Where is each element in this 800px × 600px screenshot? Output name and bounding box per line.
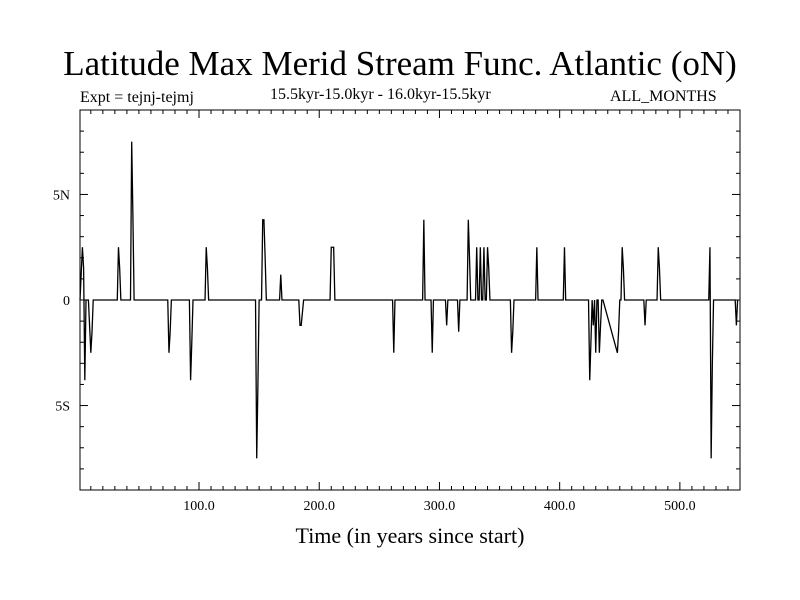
- chart-subtitle: 15.5kyr-15.0kyr - 16.0kyr-15.5kyr: [270, 86, 491, 103]
- x-tick-label: 300.0: [424, 499, 456, 514]
- chart-title: Latitude Max Merid Stream Func. Atlantic…: [63, 44, 737, 83]
- x-tick-label: 100.0: [183, 499, 215, 514]
- series-group: [79, 141, 739, 459]
- y-tick-label: 0: [63, 294, 70, 309]
- y-tick-label: 5N: [53, 188, 70, 203]
- x-tick-label: 500.0: [664, 499, 696, 514]
- x-axis-label: Time (in years since start): [295, 523, 525, 548]
- experiment-label: Expt = tejnj-tejmj: [80, 89, 194, 106]
- tick-labels: 100.0 200.0 300.0 400.0 500.0 5N 0 5S: [53, 188, 696, 514]
- x-tick-label: 200.0: [303, 499, 335, 514]
- x-tick-label: 400.0: [544, 499, 576, 514]
- series-line: [79, 141, 739, 459]
- y-tick-label: 5S: [55, 400, 70, 415]
- months-label: ALL_MONTHS: [610, 88, 717, 105]
